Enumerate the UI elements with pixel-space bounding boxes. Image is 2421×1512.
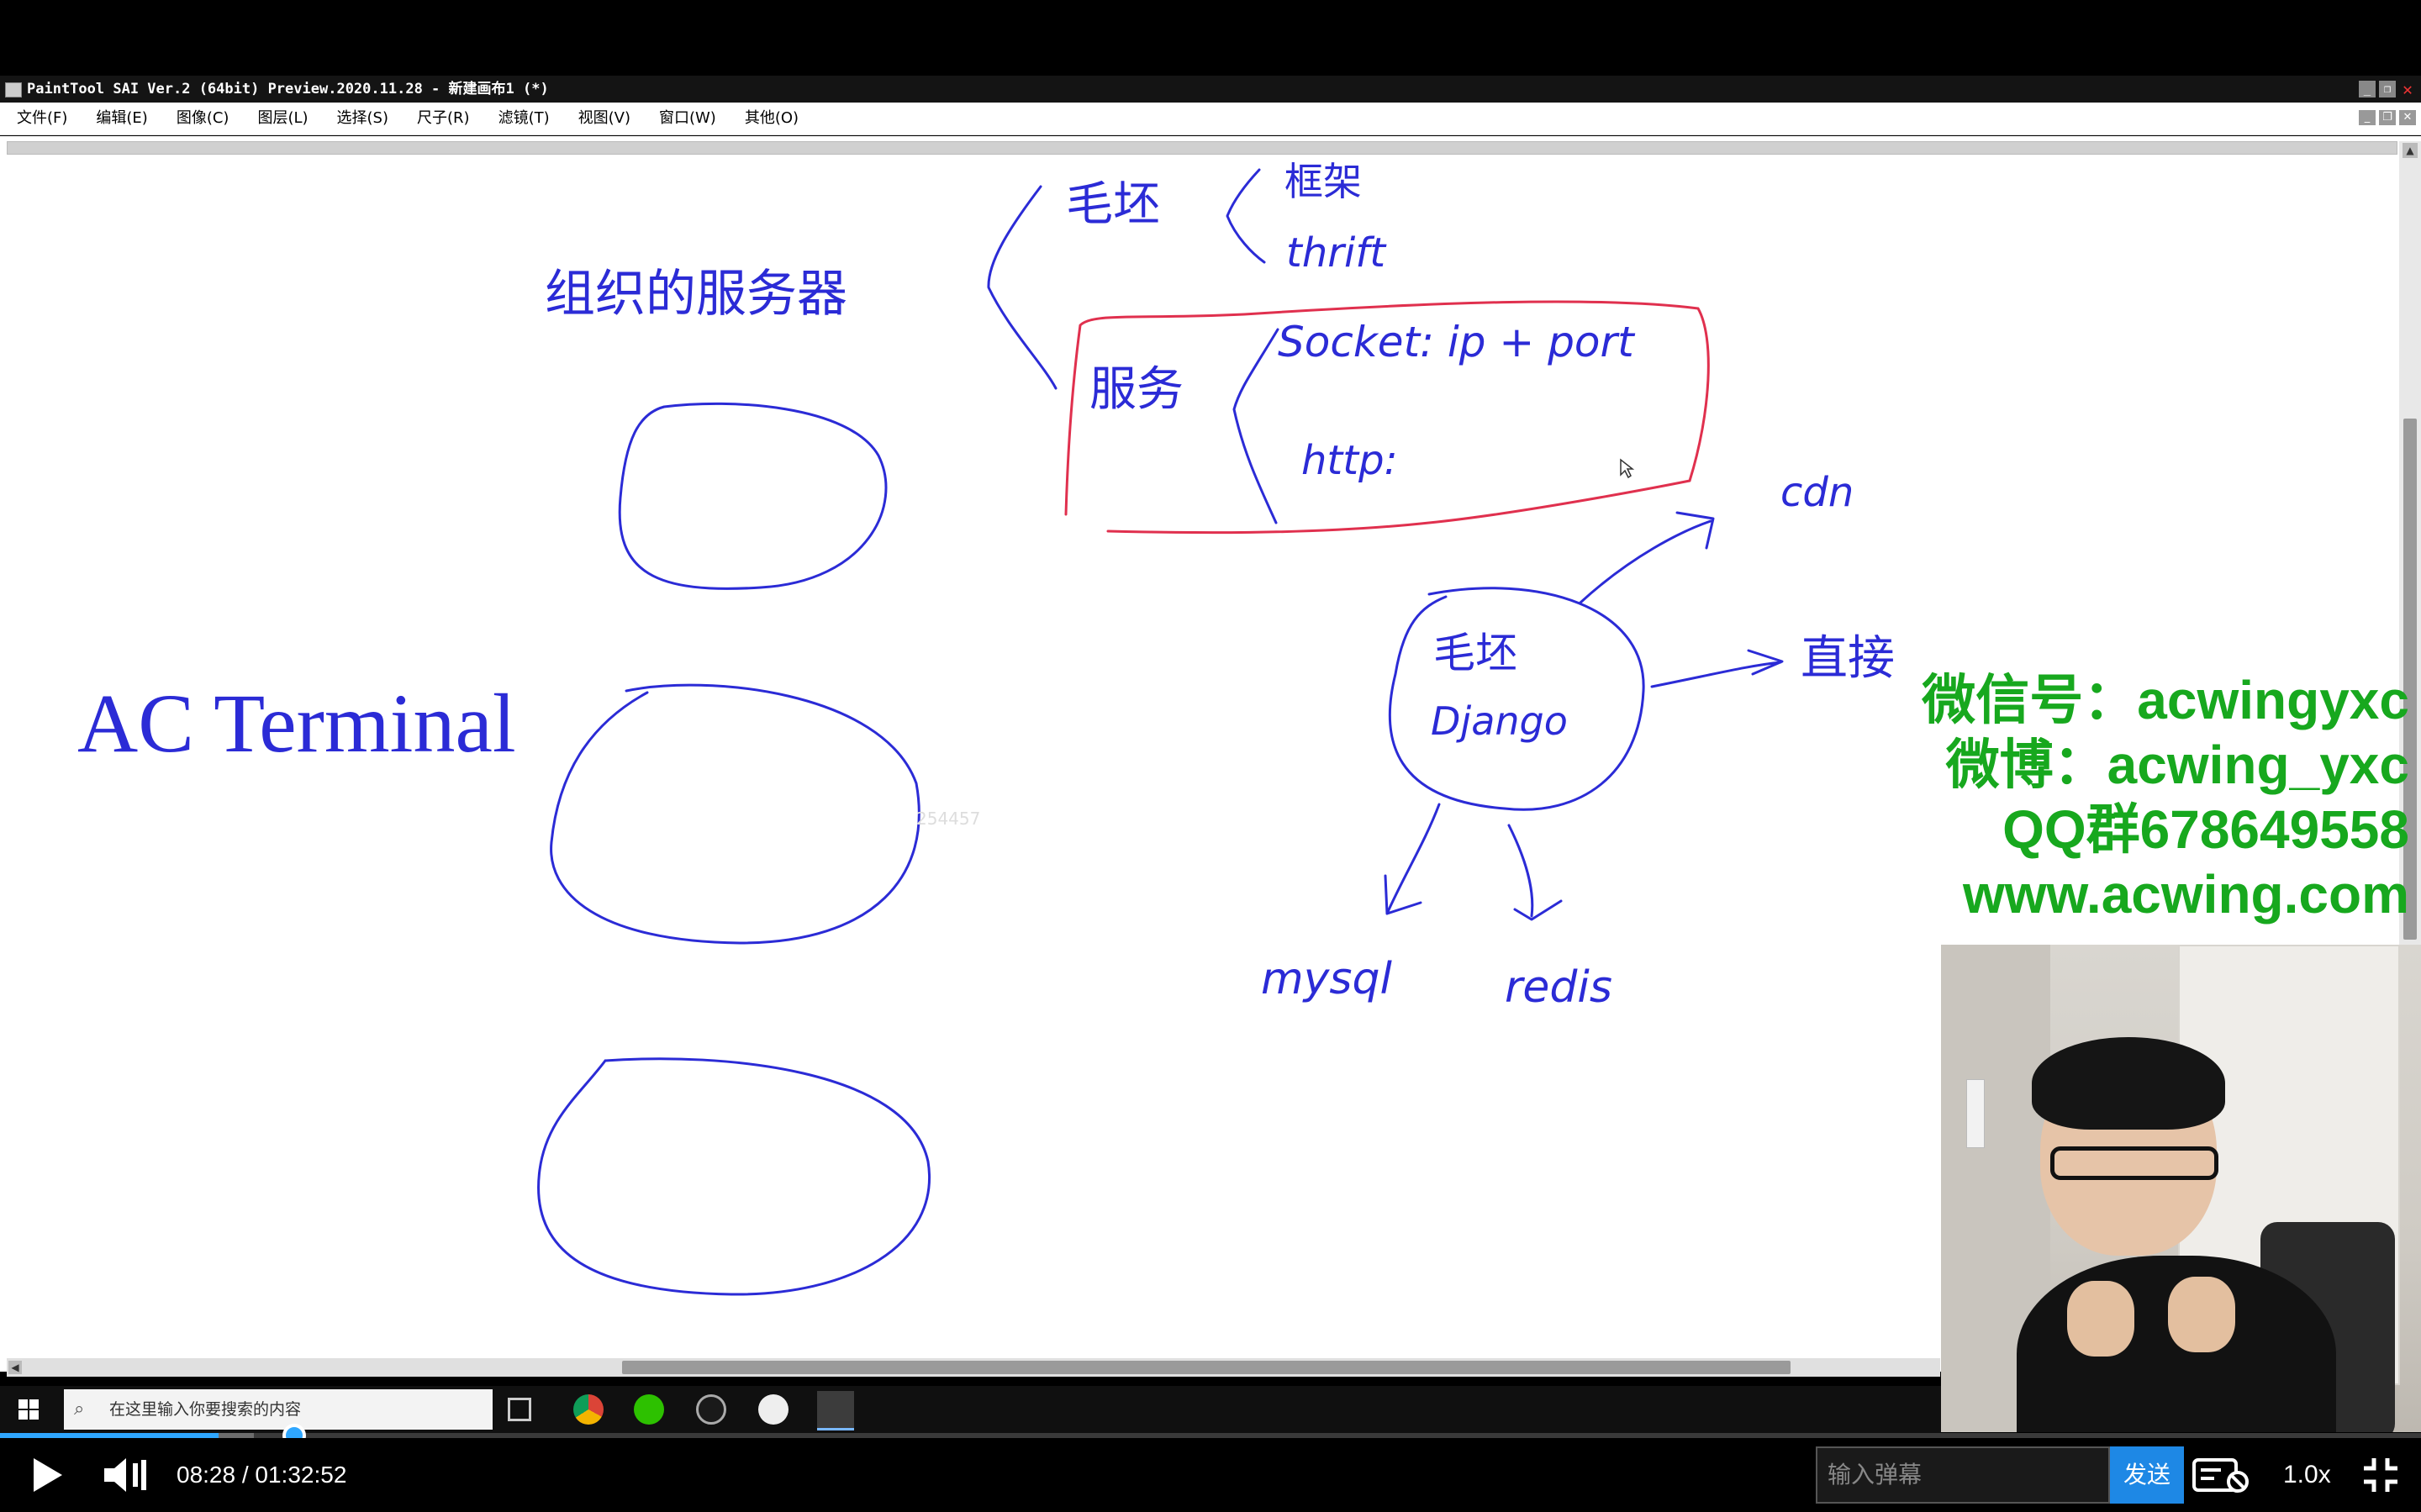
app-icon — [5, 82, 22, 97]
obs-icon[interactable] — [696, 1394, 726, 1425]
task-view-icon[interactable] — [508, 1398, 531, 1421]
ac-terminal-text: AC Terminal — [77, 677, 516, 770]
service-red-box — [1064, 300, 1710, 535]
horizontal-scroll-thumb[interactable] — [622, 1361, 1791, 1374]
socket-text: Socket: ip + port — [1278, 318, 1636, 366]
backend-text: 毛坯 — [1433, 629, 1517, 677]
video-player-controls: 08:28 / 01:32:52 输入弹幕 发送 1.0x — [0, 1438, 2421, 1512]
arrow-to-cdn — [1579, 511, 1715, 604]
wall-switch — [1966, 1079, 1985, 1148]
arrow-to-redis — [1507, 824, 1563, 921]
menu-item[interactable]: 选择(S) — [336, 109, 389, 127]
presenter-hand-left — [2067, 1281, 2134, 1357]
send-button[interactable]: 发送 — [2110, 1446, 2184, 1504]
windows-start-icon[interactable] — [18, 1399, 39, 1420]
presenter-hand-right — [2168, 1277, 2235, 1352]
service-text: 服务 — [1089, 362, 1184, 417]
danmu-settings-icon[interactable] — [2192, 1457, 2251, 1494]
direct-text: 直接 — [1801, 631, 1895, 686]
redis-text: redis — [1505, 962, 1612, 1013]
menu-item[interactable]: 编辑(E) — [96, 109, 148, 127]
window-title: PaintTool SAI Ver.2 (64bit) Preview.2020… — [27, 81, 549, 97]
app-title-bar: PaintTool SAI Ver.2 (64bit) Preview.2020… — [0, 76, 2421, 103]
progress-played — [0, 1433, 219, 1438]
presenter-glasses — [2050, 1146, 2218, 1180]
brace-left — [987, 185, 1058, 390]
menu-bar: 文件(F) 编辑(E) 图像(C) 图层(L) 选择(S) 尺子(R) 滤镜(T) 视图(V)… — [0, 103, 2421, 135]
paint-tool-sai-icon[interactable] — [817, 1391, 854, 1430]
taskbar-search-placeholder: 在这里输入你要搜索的内容 — [109, 1400, 302, 1419]
mysql-text: mysql — [1261, 954, 1393, 1004]
backend-ellipse — [1388, 587, 1645, 811]
vertical-scroll-thumb[interactable] — [2403, 419, 2417, 940]
menu-item[interactable]: 窗口(W) — [658, 109, 716, 127]
close-button[interactable]: ✕ — [2402, 79, 2413, 99]
django-text: Django — [1431, 698, 1568, 744]
menu-item[interactable]: 其他(O) — [744, 109, 799, 127]
danmu-input[interactable]: 输入弹幕 — [1816, 1446, 2110, 1504]
taskbar-search-input[interactable]: ⌕ 在这里输入你要搜索的内容 — [64, 1389, 493, 1430]
presenter-hair — [2032, 1037, 2225, 1130]
frontend-text: 毛坯 — [1066, 177, 1160, 232]
webcam-overlay — [1941, 945, 2421, 1432]
drawing-canvas[interactable]: 组织的服务器 AC Terminal 毛坯 框架 thrift 服务 Socke… — [0, 136, 2421, 1377]
playback-speed[interactable]: 1.0x — [2283, 1461, 2331, 1488]
menu-item[interactable]: 文件(F) — [17, 109, 68, 127]
cdn-text: cdn — [1780, 469, 1854, 516]
menu-item[interactable]: 图层(L) — [257, 109, 309, 127]
thrift-text: thrift — [1286, 229, 1387, 277]
scroll-left-icon[interactable]: ◀ — [8, 1361, 22, 1374]
canvas-top-ruler — [7, 141, 2397, 155]
scroll-up-icon[interactable]: ▲ — [2403, 143, 2418, 158]
menu-item[interactable]: 尺子(R) — [417, 109, 470, 127]
promo-overlay: 微信号：acwingyxc 微博：acwing_yxc QQ群678649558… — [1922, 668, 2409, 927]
promo-weibo: 微博：acwing_yxc — [1945, 735, 2409, 795]
framework-text: 框架 — [1284, 159, 1362, 204]
canvas-close-button[interactable]: ✕ — [2399, 110, 2416, 125]
cursor-icon — [1620, 458, 1635, 479]
brace-framework — [1226, 168, 1266, 264]
minimize-button[interactable]: _ — [2359, 81, 2376, 97]
recorder-icon[interactable] — [758, 1394, 789, 1425]
menu-item[interactable]: 视图(V) — [578, 109, 630, 127]
wechat-icon[interactable] — [634, 1394, 664, 1425]
volume-icon[interactable] — [101, 1457, 148, 1494]
handwritten-diagram: 组织的服务器 AC Terminal 毛坯 框架 thrift 服务 Socke… — [77, 159, 1895, 1296]
black-letterbox-top — [0, 0, 2421, 76]
server-ellipse-1 — [618, 402, 888, 590]
canvas-watermark: 254457 — [916, 809, 981, 829]
servers-heading-text: 组织的服务器 — [545, 265, 847, 324]
promo-site: www.acwing.com — [1962, 864, 2409, 925]
horizontal-scrollbar[interactable]: ◀ — [7, 1358, 1940, 1377]
play-button[interactable] — [34, 1458, 62, 1492]
playback-time: 08:28 / 01:32:52 — [177, 1462, 347, 1488]
server-ellipse-3 — [537, 1057, 931, 1296]
menu-item[interactable]: 滤镜(T) — [498, 109, 550, 127]
brace-service — [1232, 328, 1279, 524]
menu-item[interactable]: 图像(C) — [176, 109, 229, 127]
chrome-icon[interactable] — [573, 1394, 604, 1425]
promo-wechat: 微信号：acwingyxc — [1922, 670, 2409, 730]
restore-button[interactable]: ❐ — [2379, 81, 2396, 97]
arrow-to-mysql — [1384, 803, 1441, 915]
promo-qq: QQ群678649558 — [2002, 799, 2409, 860]
exit-fullscreen-icon[interactable] — [2362, 1457, 2399, 1494]
search-icon: ⌕ — [74, 1399, 85, 1420]
windows-taskbar: ⌕ 在这里输入你要搜索的内容 — [0, 1386, 1941, 1433]
arrow-to-direct — [1650, 649, 1784, 688]
server-ellipse-2 — [550, 683, 920, 945]
canvas-minimize-button[interactable]: _ — [2359, 110, 2376, 125]
http-text: http: — [1301, 437, 1398, 484]
canvas-restore-button[interactable]: ❐ — [2379, 110, 2396, 125]
